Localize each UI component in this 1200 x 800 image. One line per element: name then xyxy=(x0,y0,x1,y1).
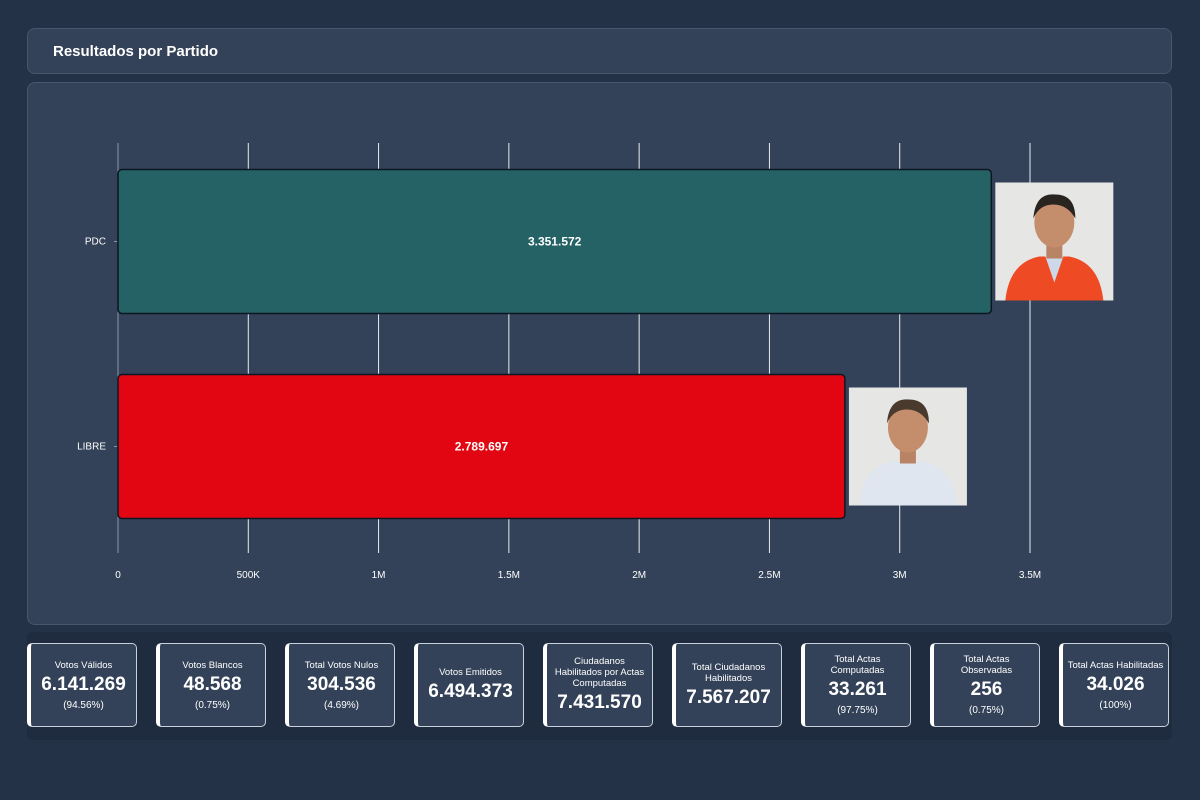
x-tick-label: 2.5M xyxy=(758,570,780,581)
x-tick-label: 1.5M xyxy=(498,570,520,581)
stat-percent: (0.75%) xyxy=(968,705,1004,716)
stat-value: 6.141.269 xyxy=(41,673,126,695)
y-category-label: LIBRE xyxy=(77,442,106,453)
section-header: Resultados por Partido xyxy=(27,28,1172,74)
stat-card-actas-observadas: Total Actas Observadas 256 (0.75%) xyxy=(930,643,1040,727)
x-tick-label: 2M xyxy=(632,570,646,581)
stat-label: Votos Válidos xyxy=(54,659,113,671)
section-title: Resultados por Partido xyxy=(53,43,219,60)
stats-band: Votos Válidos 6.141.269 (94.56%) Votos B… xyxy=(27,632,1172,740)
bar-chart: 0 500K 1M 1.5M 2M 2.5M 3M 3.5M 3.351.572 PDC 2.789… xyxy=(77,143,1114,581)
stat-value: 7.431.570 xyxy=(557,692,642,713)
stat-label: Total Actas Habilitadas xyxy=(1067,659,1164,671)
stat-label: Total Votos Nulos xyxy=(304,659,379,671)
candidate-photo xyxy=(848,387,967,506)
bar-libre xyxy=(117,373,846,520)
stat-value: 256 xyxy=(970,679,1003,700)
stat-card-actas-computadas: Total Actas Computadas 33.261 (97.75%) xyxy=(801,643,911,727)
stat-label: Total Ciudadanos Habilitados xyxy=(691,661,766,684)
stat-value: 33.261 xyxy=(828,679,887,700)
stat-percent: (97.75%) xyxy=(837,705,878,716)
stat-card-ciudadanos-actas: Ciudadanos Habilitados por Actas Computa… xyxy=(543,643,653,727)
stat-card-actas-habilitadas: Total Actas Habilitadas 34.026 (100%) xyxy=(1059,643,1169,727)
stat-card-ciudadanos-habilitados: Total Ciudadanos Habilitados 7.567.207 xyxy=(672,643,782,727)
chart-panel: 0 500K 1M 1.5M 2M 2.5M 3M 3.5M 3.351.572 PDC 2.789… xyxy=(27,82,1172,625)
stat-percent: (4.69%) xyxy=(323,699,359,711)
stat-card-votos-validos: Votos Válidos 6.141.269 (94.56%) xyxy=(27,643,137,727)
stat-label: Total Actas Observadas xyxy=(960,654,1013,676)
stat-label: Ciudadanos Habilitados por Actas Computa… xyxy=(554,656,645,689)
x-tick-label: 3M xyxy=(893,570,907,581)
stat-card-votos-blancos: Votos Blancos 48.568 (0.75%) xyxy=(156,643,266,727)
stat-value: 304.536 xyxy=(307,673,376,695)
stat-percent: (0.75%) xyxy=(194,699,230,711)
stat-label: Votos Blancos xyxy=(182,659,243,671)
bar-value-label: 3.351.572 xyxy=(528,235,582,249)
bar-value-label: 2.789.697 xyxy=(455,440,509,454)
stat-card-votos-nulos: Total Votos Nulos 304.536 (4.69%) xyxy=(285,643,395,727)
stat-value: 6.494.373 xyxy=(428,681,513,702)
stat-value: 48.568 xyxy=(183,673,242,695)
x-tick-label: 0 xyxy=(115,570,121,581)
x-tick-label: 500K xyxy=(237,570,261,581)
x-tick-label: 1M xyxy=(372,570,386,581)
stat-label: Total Actas Computadas xyxy=(830,654,885,676)
stat-percent: (100%) xyxy=(1099,699,1132,711)
stat-card-votos-emitidos: Votos Emitidos 6.494.373 xyxy=(414,643,524,727)
bar-pdc xyxy=(117,168,993,315)
candidate-photo xyxy=(995,182,1114,301)
stat-value: 34.026 xyxy=(1086,673,1145,695)
x-tick-label: 3.5M xyxy=(1019,570,1041,581)
stat-value: 7.567.207 xyxy=(686,686,771,708)
stat-percent: (94.56%) xyxy=(63,699,104,711)
stat-label: Votos Emitidos xyxy=(439,667,502,678)
y-category-label: PDC xyxy=(85,237,106,248)
